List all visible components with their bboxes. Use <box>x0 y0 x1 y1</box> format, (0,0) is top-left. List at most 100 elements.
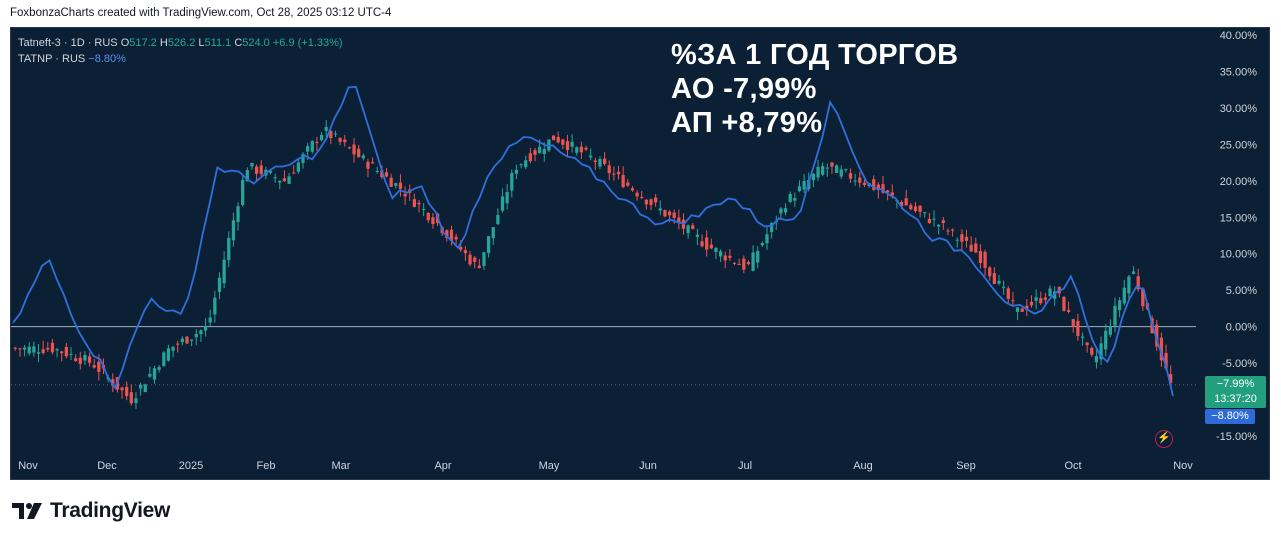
candle-body <box>969 244 973 252</box>
candle-body <box>538 146 542 154</box>
candle-body <box>644 199 648 205</box>
candle-body <box>923 212 927 214</box>
candle-body <box>663 210 667 217</box>
candle-body <box>913 206 918 212</box>
candle-body <box>909 205 913 210</box>
candle-body <box>375 170 379 172</box>
candle-body <box>524 160 528 168</box>
candle-body <box>955 239 959 241</box>
candle-body <box>598 158 602 167</box>
candle-body <box>92 365 96 368</box>
candle-body <box>978 251 983 264</box>
candle-body <box>398 182 403 189</box>
candle-body <box>1043 297 1048 300</box>
x-tick-label: Jun <box>639 460 657 472</box>
candle-body <box>417 202 421 205</box>
candle-body <box>222 259 226 284</box>
candle-body <box>241 179 245 206</box>
candle-body <box>213 297 217 315</box>
candle-body <box>482 252 486 266</box>
candle-body <box>1155 324 1159 347</box>
chart-legend[interactable]: Tatneft-3 · 1D · RUS O517.2 H526.2 L511.… <box>18 35 343 67</box>
candle-body <box>380 170 384 178</box>
x-tick-label: Apr <box>434 460 451 472</box>
candle-body <box>1094 356 1099 363</box>
open-label: O <box>120 37 130 49</box>
candle-body <box>431 217 435 225</box>
candle-body <box>157 367 161 370</box>
y-tick-label: 20.00% <box>1220 176 1258 188</box>
candle-body <box>1090 347 1094 355</box>
candle-body <box>1039 298 1043 304</box>
compare-symbol: TATNP · RUS <box>18 53 86 65</box>
candle-body <box>1122 287 1126 304</box>
candle-body <box>148 373 152 377</box>
candle-body <box>384 172 389 177</box>
candle-body <box>143 384 147 393</box>
candle-body <box>231 220 236 241</box>
y-tick-label: 5.00% <box>1226 285 1257 297</box>
candle-body <box>445 230 449 239</box>
candle-body <box>208 317 212 323</box>
candle-body <box>881 184 885 193</box>
candle-body <box>463 250 468 254</box>
candle-body <box>751 252 755 271</box>
candle-body <box>310 141 314 152</box>
candle-body <box>950 229 955 231</box>
candle-body <box>180 338 184 343</box>
price-chart[interactable]: 40.00% 35.00% 30.00% 25.00% 20.00% 15.00% 10.0… <box>11 28 1269 479</box>
chart-panel[interactable]: 40.00% 35.00% 30.00% 25.00% 20.00% 15.00% 10.0… <box>10 27 1270 480</box>
candle-body <box>551 135 556 141</box>
x-tick-label: Jul <box>738 460 752 472</box>
candle-body <box>853 180 857 182</box>
candle-body <box>217 277 222 292</box>
candle-body <box>983 251 987 268</box>
candle-body <box>844 169 848 171</box>
candle-body <box>190 339 194 341</box>
candle-body <box>287 176 291 184</box>
candle-body <box>918 205 922 212</box>
candle-body <box>1029 301 1034 306</box>
candle-body <box>13 347 17 349</box>
candle-body <box>1164 353 1168 369</box>
y-tick-label: 0.00% <box>1226 322 1257 334</box>
candle-body <box>361 155 365 159</box>
candle-body <box>477 265 481 269</box>
candle-body <box>171 346 175 351</box>
low-label: L <box>198 37 205 49</box>
candle-body <box>793 198 797 201</box>
candle-body <box>120 387 124 391</box>
candle-body <box>988 267 992 277</box>
candle-body <box>1015 307 1020 312</box>
candle-body <box>282 178 287 182</box>
candle-body <box>997 280 1001 284</box>
y-tick-label: 30.00% <box>1220 103 1258 115</box>
candle-body <box>134 398 138 403</box>
open-value: 517.2 <box>129 37 157 49</box>
candle-body <box>259 165 263 175</box>
candle-body <box>301 154 305 164</box>
candle-body <box>621 174 625 188</box>
candle-body <box>570 141 574 147</box>
candle-body <box>199 330 203 335</box>
candle-body <box>111 379 115 386</box>
lightning-icon[interactable]: ⚡ <box>1155 430 1173 448</box>
candle-body <box>1062 296 1066 311</box>
candle-body <box>630 188 635 191</box>
candle-body <box>486 236 491 254</box>
candle-body <box>672 212 676 218</box>
candle-body <box>728 255 732 258</box>
legend-main-row: Tatneft-3 · 1D · RUS O517.2 H526.2 L511.… <box>18 35 343 51</box>
compare-price-badge: −8.80% <box>1205 409 1255 424</box>
candle-body <box>756 251 760 263</box>
candle-body <box>97 361 101 372</box>
candle-body <box>612 173 616 175</box>
candle-body <box>899 202 904 207</box>
x-tick-label: May <box>539 460 560 472</box>
candle-body <box>166 348 171 361</box>
candle-body <box>333 133 338 135</box>
x-tick-label: Mar <box>332 460 351 472</box>
candle-body <box>296 162 300 172</box>
high-value: 526.2 <box>167 37 196 49</box>
x-tick-label: Feb <box>257 460 276 472</box>
